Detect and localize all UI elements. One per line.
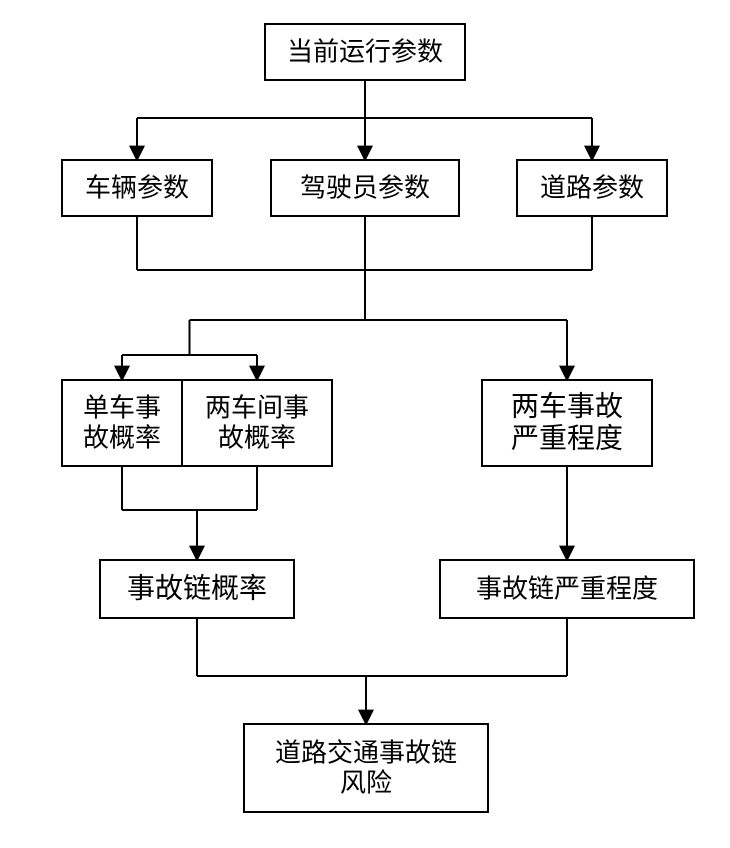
node-label-driver_params: 驾驶员参数 [300, 174, 430, 203]
node-label-two_prob-line0: 两车间事 [205, 394, 309, 423]
node-label-risk-line1: 风险 [340, 768, 392, 797]
node-label-single_prob-line1: 故概率 [83, 423, 161, 452]
node-two_prob: 两车间事故概率 [182, 380, 332, 466]
node-label-two_prob-line1: 故概率 [218, 423, 296, 452]
node-label-vehicle_params: 车辆参数 [85, 174, 189, 203]
node-label-severity_two-line0: 两车事故 [511, 390, 623, 422]
node-single_prob: 单车事故概率 [62, 380, 182, 466]
node-chain_prob: 事故链概率 [100, 560, 294, 618]
node-label-chain_severity: 事故链严重程度 [476, 575, 658, 604]
node-label-road_params: 道路参数 [540, 174, 644, 203]
node-risk: 道路交通事故链风险 [244, 724, 488, 812]
node-chain_severity: 事故链严重程度 [440, 560, 694, 618]
node-label-single_prob-line0: 单车事 [83, 394, 161, 423]
node-label-current_params: 当前运行参数 [287, 38, 443, 67]
node-label-chain_prob: 事故链概率 [127, 573, 267, 605]
node-label-risk-line0: 道路交通事故链 [275, 739, 457, 768]
node-driver_params: 驾驶员参数 [271, 160, 459, 216]
node-current_params: 当前运行参数 [265, 24, 465, 80]
node-severity_two: 两车事故严重程度 [482, 380, 652, 466]
node-vehicle_params: 车辆参数 [62, 160, 212, 216]
node-road_params: 道路参数 [517, 160, 667, 216]
node-label-severity_two-line1: 严重程度 [511, 423, 623, 455]
